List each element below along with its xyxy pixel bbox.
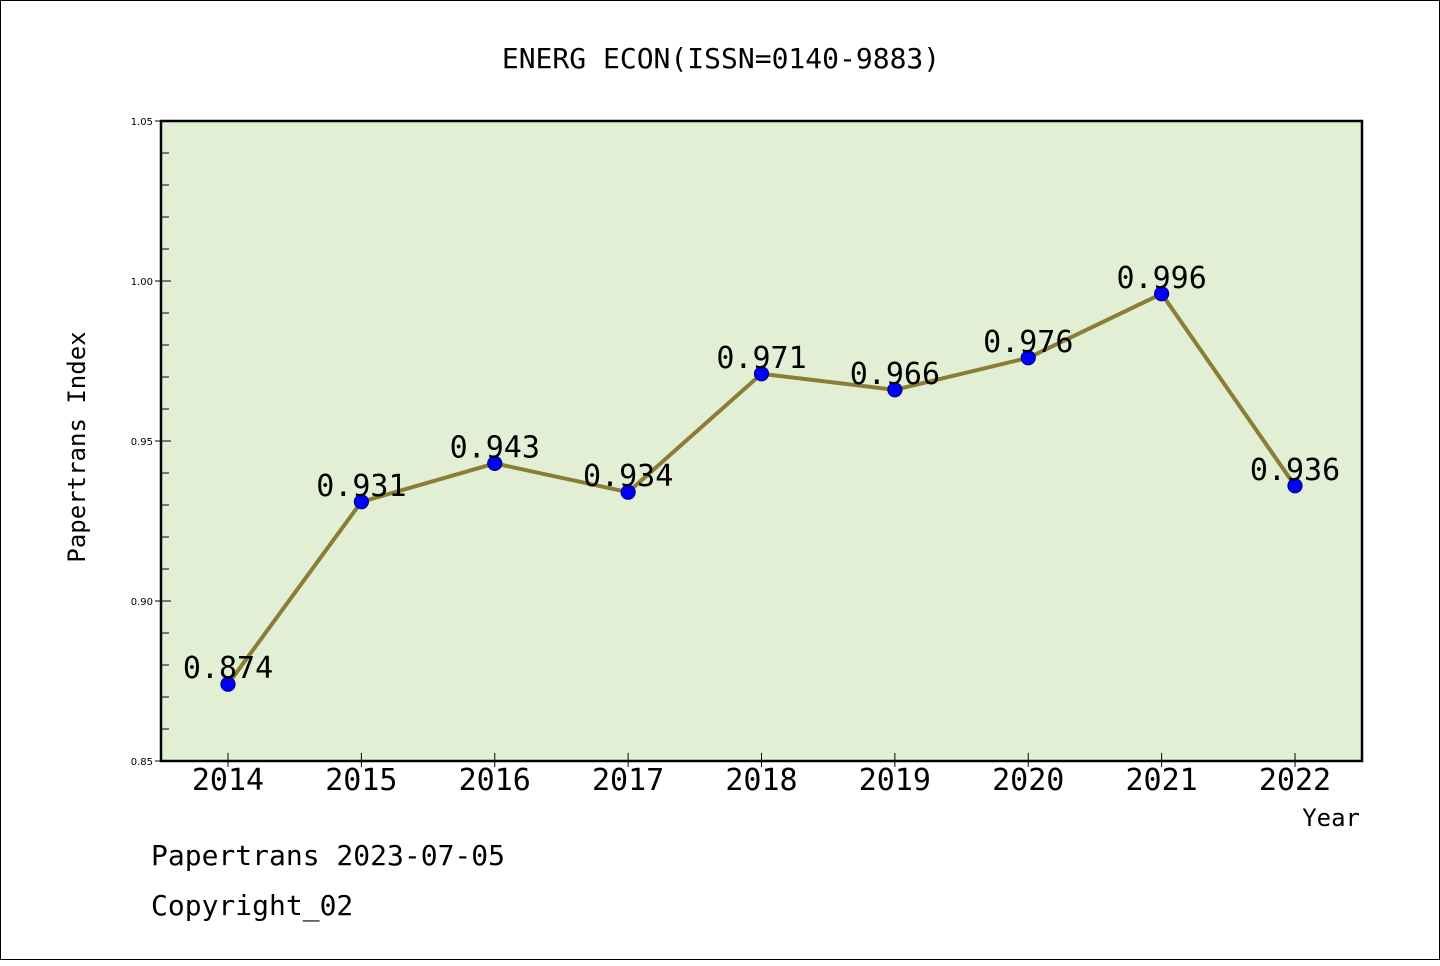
data-point — [620, 484, 636, 500]
data-point — [887, 382, 903, 398]
y-tick-label: 1.05 — [131, 117, 153, 128]
data-labels: 0.874 0.931 0.943 0.934 0.971 0.966 0.976 0.996… — [183, 261, 1340, 686]
chart-title: ENERG ECON(ISSN=0140-9883) — [502, 42, 940, 75]
x-tick-label: 2019 — [859, 763, 931, 798]
x-tick-label: 2022 — [1259, 763, 1331, 798]
data-point — [487, 455, 503, 471]
x-axis-ticks: 2014 2015 2016 2017 2018 2019 2020 2021 2022 — [192, 753, 1331, 798]
footer-date-text: Papertrans 2023-07-05 — [151, 839, 505, 872]
y-tick-label: 0.85 — [131, 757, 153, 768]
x-tick-label: 2016 — [459, 763, 531, 798]
data-point — [753, 366, 770, 382]
data-label: 0.934 — [583, 459, 673, 494]
plot-area — [161, 121, 1362, 761]
data-point — [1287, 478, 1303, 494]
data-point — [1154, 286, 1170, 302]
x-axis-label: Year — [1302, 804, 1360, 832]
x-tick-label: 2020 — [992, 763, 1064, 798]
data-label: 0.943 — [450, 430, 540, 465]
data-label: 0.996 — [1116, 261, 1206, 296]
data-label: 0.971 — [716, 341, 806, 376]
data-point — [353, 494, 369, 510]
data-point — [220, 676, 236, 692]
x-tick-label: 2015 — [325, 763, 397, 798]
y-tick-label: 0.90 — [131, 597, 153, 608]
footer-copyright-text: Copyright_02 — [151, 889, 353, 923]
data-label: 0.874 — [183, 651, 273, 686]
x-tick-label: 2014 — [192, 763, 264, 798]
plot-border — [159, 119, 1364, 763]
y-axis-ticks: 0.85 0.90 0.95 1.00 1.05 — [131, 117, 171, 768]
data-label: 0.976 — [983, 325, 1073, 360]
y-axis-label: Papertrans Index — [63, 331, 91, 562]
data-label: 0.931 — [316, 469, 406, 504]
x-tick-label: 2021 — [1126, 763, 1198, 798]
data-label: 0.936 — [1250, 453, 1340, 488]
data-markers — [220, 286, 1303, 692]
y-tick-label: 0.95 — [131, 437, 153, 448]
data-point — [1020, 350, 1036, 366]
data-label: 0.966 — [850, 357, 940, 392]
y-tick-label: 1.00 — [131, 277, 153, 288]
x-tick-label: 2017 — [592, 763, 664, 798]
x-tick-label: 2018 — [725, 763, 797, 798]
